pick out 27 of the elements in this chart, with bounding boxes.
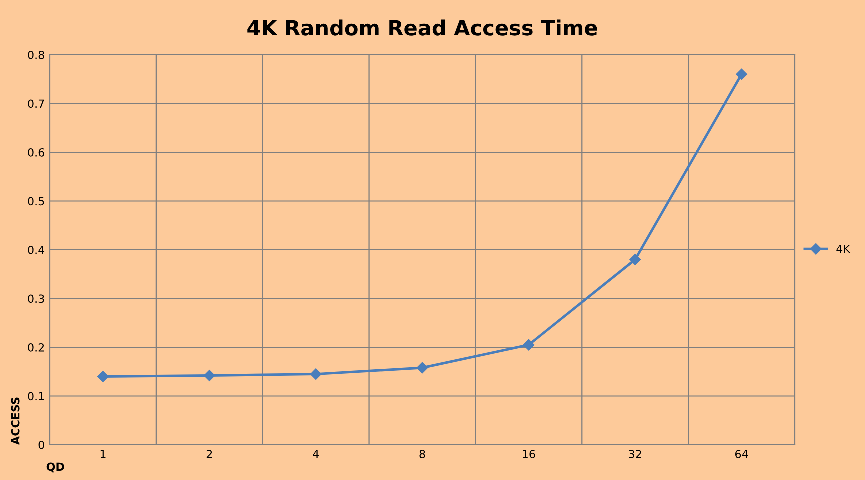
y-tick-label: 0.4: [28, 246, 45, 254]
y-tick-label: 0.8: [28, 50, 44, 60]
legend-label: 4K: [836, 244, 851, 254]
point: [310, 368, 322, 380]
x-tick-label: 16: [523, 450, 536, 458]
x-tick-label: 4: [313, 450, 319, 458]
y-tick-label: 0.7: [28, 100, 44, 108]
y-tick-label: 0.5: [28, 197, 44, 206]
point: [630, 254, 641, 266]
x-tick-label: 2: [206, 450, 212, 458]
point: [523, 339, 535, 351]
x-tick-label: 8: [420, 450, 426, 458]
point: [416, 362, 428, 374]
point: [204, 370, 216, 382]
y-tick-label: 0.2: [28, 343, 44, 352]
x-axis-title: QD: [46, 462, 64, 473]
y-tick-label: 0: [38, 440, 44, 450]
y-tick-label: 0.3: [28, 294, 44, 304]
x-tick-label: 1: [100, 450, 106, 458]
point: [98, 371, 109, 382]
y-tick-label: 0.6: [28, 148, 44, 157]
y-axis-title: ACCESS: [11, 398, 20, 445]
x-tick-label: 64: [735, 450, 748, 458]
x-tick-label: 32: [629, 450, 642, 458]
chart-title: 4K Random Read Access Time: [248, 20, 598, 36]
y-tick-label: 0.1: [28, 392, 44, 401]
point: [736, 68, 748, 80]
